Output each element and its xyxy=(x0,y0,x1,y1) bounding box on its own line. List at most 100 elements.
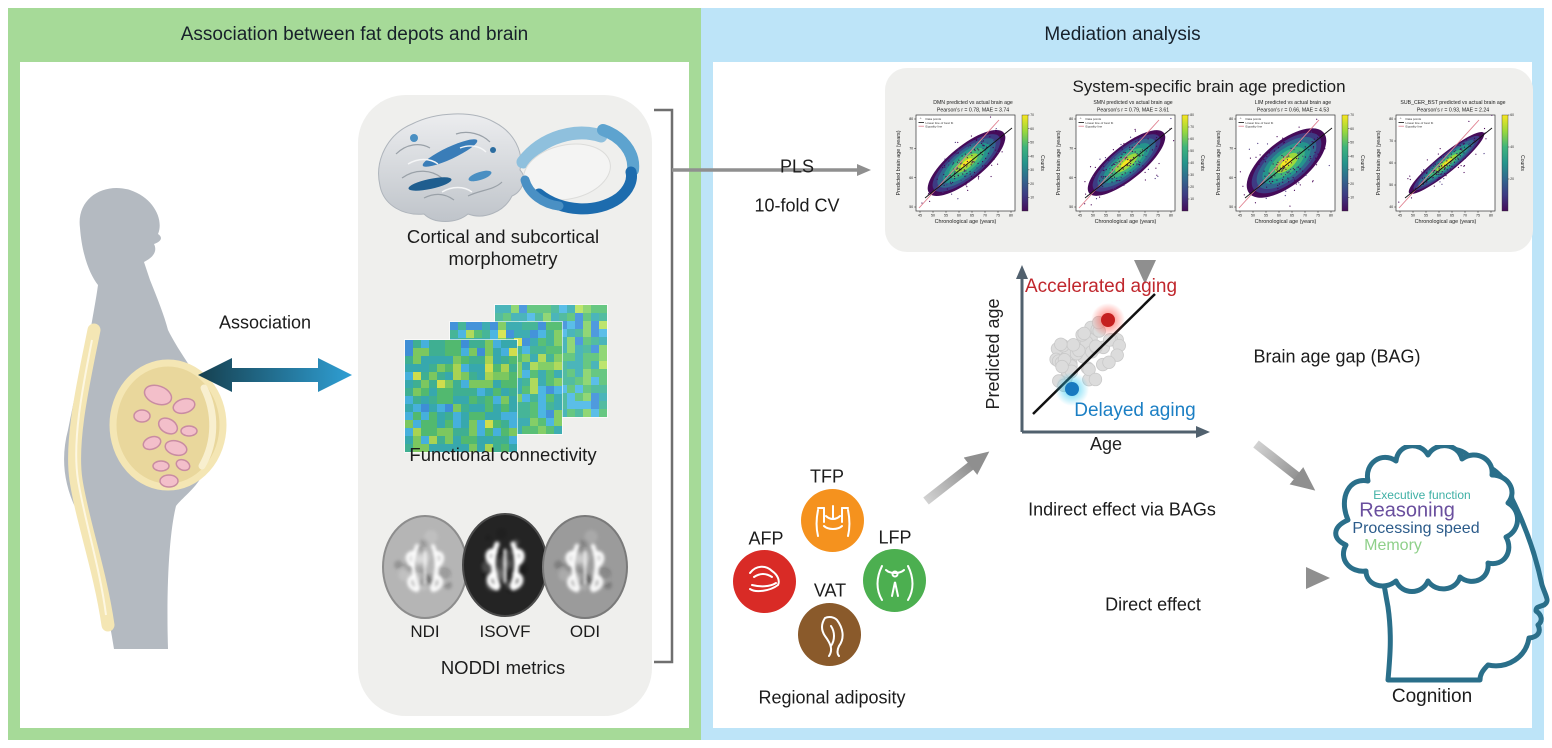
svg-text:Data points: Data points xyxy=(1246,117,1262,121)
bag-xlabel: Age xyxy=(1090,434,1122,454)
svg-text:SUB_CER_BST predicted vs actua: SUB_CER_BST predicted vs actual brain ag… xyxy=(1400,100,1505,106)
svg-text:Equality line: Equality line xyxy=(926,124,943,128)
svg-text:45: 45 xyxy=(1238,214,1242,218)
pls-label: PLS xyxy=(779,156,815,177)
mri-label-isovf: ISOVF xyxy=(479,622,531,641)
svg-text:10: 10 xyxy=(1030,195,1034,199)
cognition-word-memory: Memory xyxy=(1364,537,1422,554)
regional-adiposity-caption: Regional adiposity xyxy=(758,687,906,708)
svg-text:+: + xyxy=(1400,116,1403,121)
svg-text:Linear line of best fit: Linear line of best fit xyxy=(1246,121,1274,125)
svg-text:Pearson's r = 0.66, MAE = 4.53: Pearson's r = 0.66, MAE = 4.53 xyxy=(1257,108,1329,114)
svg-text:50: 50 xyxy=(1229,205,1233,209)
mri-label-ndi: NDI xyxy=(410,622,440,641)
mri-isovf-image xyxy=(462,513,548,617)
indirect-effect-label: Indirect effect via BAGs xyxy=(1028,499,1216,520)
svg-text:65: 65 xyxy=(1130,214,1134,218)
right-panel-title: Mediation analysis xyxy=(1044,24,1201,45)
svg-text:LIM predicted vs actual brain: LIM predicted vs actual brain age xyxy=(1255,100,1332,106)
svg-text:55: 55 xyxy=(1104,214,1108,218)
svg-text:60: 60 xyxy=(909,176,913,180)
back-fat-highlight xyxy=(75,339,107,616)
scatter-panel-0: DMN predicted vs actual brain age Pearson… xyxy=(896,100,1045,225)
svg-text:80: 80 xyxy=(909,117,913,121)
svg-text:Pearson's r = 0.93, MAE = 2.24: Pearson's r = 0.93, MAE = 2.24 xyxy=(1417,108,1489,114)
body-silhouette-illustration xyxy=(64,188,227,650)
svg-text:40: 40 xyxy=(1389,205,1393,209)
svg-text:50: 50 xyxy=(1251,214,1255,218)
svg-text:80: 80 xyxy=(1489,214,1493,218)
cognition-word-processing-speed: Processing speed xyxy=(1352,520,1480,537)
svg-text:40: 40 xyxy=(1190,161,1194,165)
svg-text:75: 75 xyxy=(1476,214,1480,218)
svg-text:Data points: Data points xyxy=(926,117,942,121)
svg-text:70: 70 xyxy=(983,214,987,218)
svg-text:60: 60 xyxy=(1190,137,1194,141)
svg-text:50: 50 xyxy=(909,205,913,209)
svg-text:70: 70 xyxy=(1303,214,1307,218)
association-label: Association xyxy=(218,312,312,333)
morphometry-label: Cortical and subcortical morphometry xyxy=(406,226,600,269)
svg-text:Chronological age (years): Chronological age (years) xyxy=(1255,219,1317,225)
scatter-panel-1: SMN predicted vs actual brain age Pearson… xyxy=(1056,100,1205,225)
svg-text:70: 70 xyxy=(1389,139,1393,143)
tfp-label: TFP xyxy=(810,466,844,487)
svg-text:Counts: Counts xyxy=(1199,155,1205,171)
svg-text:75: 75 xyxy=(1156,214,1160,218)
svg-text:65: 65 xyxy=(970,214,974,218)
svg-text:Data points: Data points xyxy=(1086,117,1102,121)
svg-text:Chronological age (years): Chronological age (years) xyxy=(1095,219,1157,225)
svg-text:80: 80 xyxy=(1190,113,1194,117)
svg-text:40: 40 xyxy=(1350,154,1354,158)
svg-text:70: 70 xyxy=(909,147,913,151)
svg-text:60: 60 xyxy=(1069,176,1073,180)
svg-text:45: 45 xyxy=(1398,214,1402,218)
svg-text:Linear line of best fit: Linear line of best fit xyxy=(1406,121,1434,125)
svg-text:70: 70 xyxy=(1190,125,1194,129)
svg-text:Predicted brain age (years): Predicted brain age (years) xyxy=(1056,130,1062,195)
svg-text:50: 50 xyxy=(1190,149,1194,153)
svg-text:30: 30 xyxy=(1030,168,1034,172)
svg-text:30: 30 xyxy=(1350,168,1354,172)
delayed-label: Delayed aging xyxy=(1074,400,1195,421)
left-panel-title: Association between fat depots and brain xyxy=(180,24,529,45)
svg-text:80: 80 xyxy=(1009,214,1013,218)
svg-text:50: 50 xyxy=(1069,205,1073,209)
svg-text:Equality line: Equality line xyxy=(1246,124,1263,128)
svg-text:60: 60 xyxy=(1229,176,1233,180)
svg-text:65: 65 xyxy=(1290,214,1294,218)
svg-text:20: 20 xyxy=(1030,182,1034,186)
svg-text:75: 75 xyxy=(996,214,1000,218)
cognition-word-executive-function: Executive function xyxy=(1373,488,1471,502)
accelerated-dot xyxy=(1101,313,1115,327)
svg-text:60: 60 xyxy=(1389,161,1393,165)
svg-text:20: 20 xyxy=(1190,185,1194,189)
visceral-organs xyxy=(133,384,198,488)
svg-text:80: 80 xyxy=(1229,117,1233,121)
scatter-panel-2: LIM predicted vs actual brain age Pearson… xyxy=(1216,100,1365,225)
scatter-panel-3: SUB_CER_BST predicted vs actual brain ag… xyxy=(1376,100,1525,225)
svg-text:+: + xyxy=(1080,116,1083,121)
brain-bubble xyxy=(1333,445,1520,594)
svg-text:60: 60 xyxy=(1117,214,1121,218)
mri-label-odi: ODI xyxy=(569,622,601,641)
svg-text:50: 50 xyxy=(1389,183,1393,187)
svg-text:60: 60 xyxy=(1510,113,1514,117)
belly-highlight xyxy=(198,384,217,470)
svg-text:70: 70 xyxy=(1350,113,1354,117)
svg-text:Chronological age (years): Chronological age (years) xyxy=(1415,219,1477,225)
svg-text:+: + xyxy=(920,116,923,121)
svg-text:20: 20 xyxy=(1350,182,1354,186)
svg-text:Data points: Data points xyxy=(1406,117,1422,121)
cognition-word-reasoning: Reasoning xyxy=(1359,499,1455,522)
svg-text:70: 70 xyxy=(1030,113,1034,117)
svg-text:Chronological age (years): Chronological age (years) xyxy=(935,219,997,225)
svg-text:Counts: Counts xyxy=(1359,155,1365,171)
svg-text:70: 70 xyxy=(1143,214,1147,218)
svg-text:10: 10 xyxy=(1190,197,1194,201)
svg-text:60: 60 xyxy=(957,214,961,218)
svg-text:10: 10 xyxy=(1350,195,1354,199)
bag-gap-label: Brain age gap (BAG) xyxy=(1253,346,1421,367)
svg-text:Counts: Counts xyxy=(1039,155,1045,171)
tfp-icon xyxy=(801,489,864,552)
